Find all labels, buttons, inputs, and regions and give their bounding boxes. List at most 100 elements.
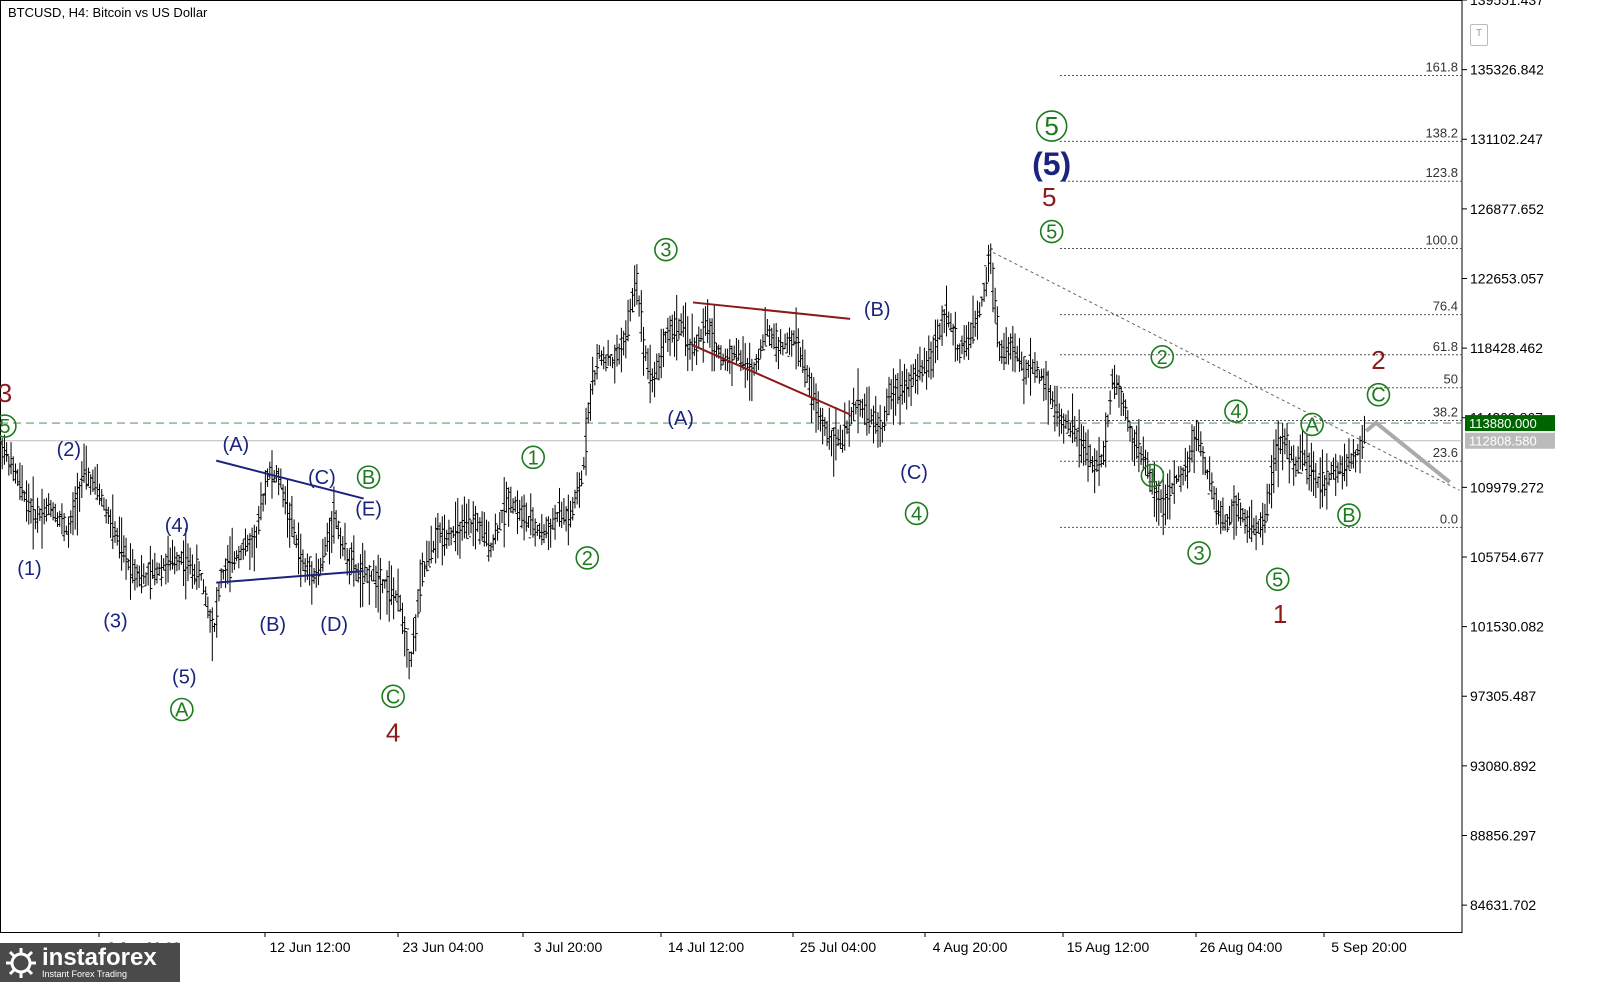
price-series bbox=[0, 243, 1451, 680]
x-tick-label: 25 Jul 04:00 bbox=[800, 939, 876, 955]
wave-label: (A) bbox=[223, 434, 250, 456]
wave-label: 4 bbox=[386, 718, 400, 748]
wave-label: (2) bbox=[57, 439, 81, 461]
wave-label-circle bbox=[575, 546, 600, 570]
trendline-blue bbox=[216, 570, 364, 584]
wave-label: C bbox=[1371, 385, 1385, 407]
brand-name: instaforex bbox=[42, 943, 157, 971]
price-tag-box bbox=[1465, 432, 1555, 449]
x-tick-label: 12 Jun 12:00 bbox=[270, 939, 351, 955]
fib-level-label: 61.8 bbox=[1433, 339, 1458, 354]
y-tick-label: 118428.462 bbox=[1470, 340, 1543, 356]
wave-label: (3) bbox=[103, 611, 127, 633]
fib-level-label: 76.4 bbox=[1433, 299, 1458, 314]
wave-label-circle bbox=[1150, 345, 1175, 369]
wave-label-circle bbox=[654, 237, 678, 262]
wave-label: 3 bbox=[660, 240, 671, 262]
wave-label: C bbox=[386, 686, 400, 708]
y-tick-label: 109979.272 bbox=[1470, 479, 1544, 495]
wave-label: 4 bbox=[911, 503, 922, 525]
trendline-red bbox=[692, 301, 851, 320]
wave-label-circle bbox=[1140, 463, 1165, 488]
wave-label-circle bbox=[521, 445, 546, 470]
wave-label: 4 bbox=[1230, 401, 1241, 423]
instaforex-logo-icon bbox=[4, 946, 38, 980]
y-tick-label: 88856.297 bbox=[1470, 827, 1536, 843]
y-tick-label: 126877.652 bbox=[1470, 201, 1544, 217]
wave-label: (4) bbox=[165, 515, 189, 537]
fib-level-label: 100.0 bbox=[1425, 232, 1458, 247]
wave-label: 5 bbox=[1046, 222, 1057, 244]
wave-label: 2 bbox=[1371, 345, 1385, 375]
wave-label: A bbox=[175, 700, 189, 722]
fib-level-label: 23.6 bbox=[1433, 445, 1458, 460]
wave-label: 5 bbox=[1042, 182, 1056, 212]
wave-label-circle bbox=[904, 501, 929, 526]
fib-level-label: 161.8 bbox=[1425, 60, 1458, 75]
wave-label-circle bbox=[356, 465, 381, 489]
wave-label: (C) bbox=[308, 467, 336, 489]
wave-label-circle bbox=[1337, 503, 1361, 527]
wave-label: 2 bbox=[1157, 347, 1168, 369]
wave-label: 5 bbox=[1044, 111, 1058, 141]
wave-label: (A) bbox=[667, 408, 694, 430]
wave-label: 3 bbox=[0, 378, 12, 408]
fib-level-label: 50 bbox=[1444, 372, 1458, 387]
x-tick-label: 5 Sep 20:00 bbox=[1331, 939, 1407, 955]
wave-label: B bbox=[1342, 505, 1355, 527]
price-tag-box bbox=[1465, 415, 1555, 432]
wave-label: (5) bbox=[172, 667, 196, 689]
brand-tagline: Instant Forex Trading bbox=[42, 968, 128, 979]
wave-labels: 3 5 (2) (1) (3) (4) (5) A (A) (B) (C) B (D) (E) C 4 1 2 3 (… bbox=[0, 110, 1391, 748]
chart-title: BTCUSD, H4: Bitcoin vs US Dollar bbox=[8, 5, 208, 20]
x-tick-label: 15 Aug 12:00 bbox=[1067, 939, 1150, 955]
trendlines bbox=[215, 249, 1460, 584]
wave-label-circle bbox=[1035, 110, 1068, 142]
y-tick-label: 93080.892 bbox=[1470, 758, 1536, 774]
wave-label: (1) bbox=[17, 558, 41, 580]
wave-label: 1 bbox=[1147, 465, 1158, 487]
chart-frame bbox=[0, 0, 1463, 933]
y-tick-label: 139551.437 bbox=[1470, 0, 1544, 8]
wave-label: (B) bbox=[259, 614, 286, 636]
wave-label: A bbox=[1305, 414, 1319, 436]
y-tick-label: 131102.247 bbox=[1470, 131, 1543, 147]
x-tick-label: 26 Aug 04:00 bbox=[1200, 939, 1283, 955]
toolbar-t-button[interactable]: T bbox=[1470, 24, 1488, 46]
wave-label: (B) bbox=[864, 299, 891, 321]
wave-label-circle bbox=[1265, 567, 1290, 592]
price-tag-label: 113880.000 bbox=[1469, 416, 1537, 431]
wave-label-circle bbox=[1187, 541, 1211, 565]
y-tick-label: 105754.677 bbox=[1470, 549, 1544, 565]
y-tick-label: 101530.082 bbox=[1470, 619, 1544, 635]
trendline-blue bbox=[215, 459, 364, 500]
fib-level-label: 0.0 bbox=[1440, 511, 1458, 526]
x-tick-label: 4 Aug 20:00 bbox=[933, 939, 1008, 955]
x-tick-label: 23 Jun 04:00 bbox=[403, 939, 484, 955]
trendline-dotted bbox=[987, 249, 1460, 491]
fib-level-label: 123.8 bbox=[1425, 165, 1458, 180]
wave-label: 3 bbox=[1194, 543, 1205, 565]
horizontal-levels bbox=[0, 422, 1462, 442]
plot-border bbox=[0, 0, 1463, 933]
wave-label-circle bbox=[1224, 399, 1248, 424]
wave-label: B bbox=[362, 467, 375, 489]
y-tick-label: 97305.487 bbox=[1470, 688, 1536, 704]
wave-label-circle bbox=[1366, 382, 1391, 407]
y-tick-label: 122653.057 bbox=[1470, 270, 1544, 286]
wave-label: 1 bbox=[528, 447, 539, 469]
wave-label-circle bbox=[1300, 412, 1324, 437]
trendline-red bbox=[692, 344, 851, 416]
wave-label: 5 bbox=[0, 416, 10, 438]
price-tag-label: 112808.580 bbox=[1469, 434, 1537, 449]
x-tick-label: 14 Jul 12:00 bbox=[668, 939, 744, 955]
x-tick-label: 3 Jul 20:00 bbox=[534, 939, 603, 955]
wave-label-circle bbox=[381, 684, 405, 709]
wave-label: 1 bbox=[1273, 599, 1287, 629]
y-axis: 139551.437 135326.842 131102.247 126877.652… bbox=[1462, 0, 1555, 913]
brand-banner: instaforex Instant Forex Trading bbox=[0, 943, 180, 982]
fib-level-label: 138.2 bbox=[1425, 125, 1458, 140]
wave-label: 2 bbox=[582, 548, 593, 570]
